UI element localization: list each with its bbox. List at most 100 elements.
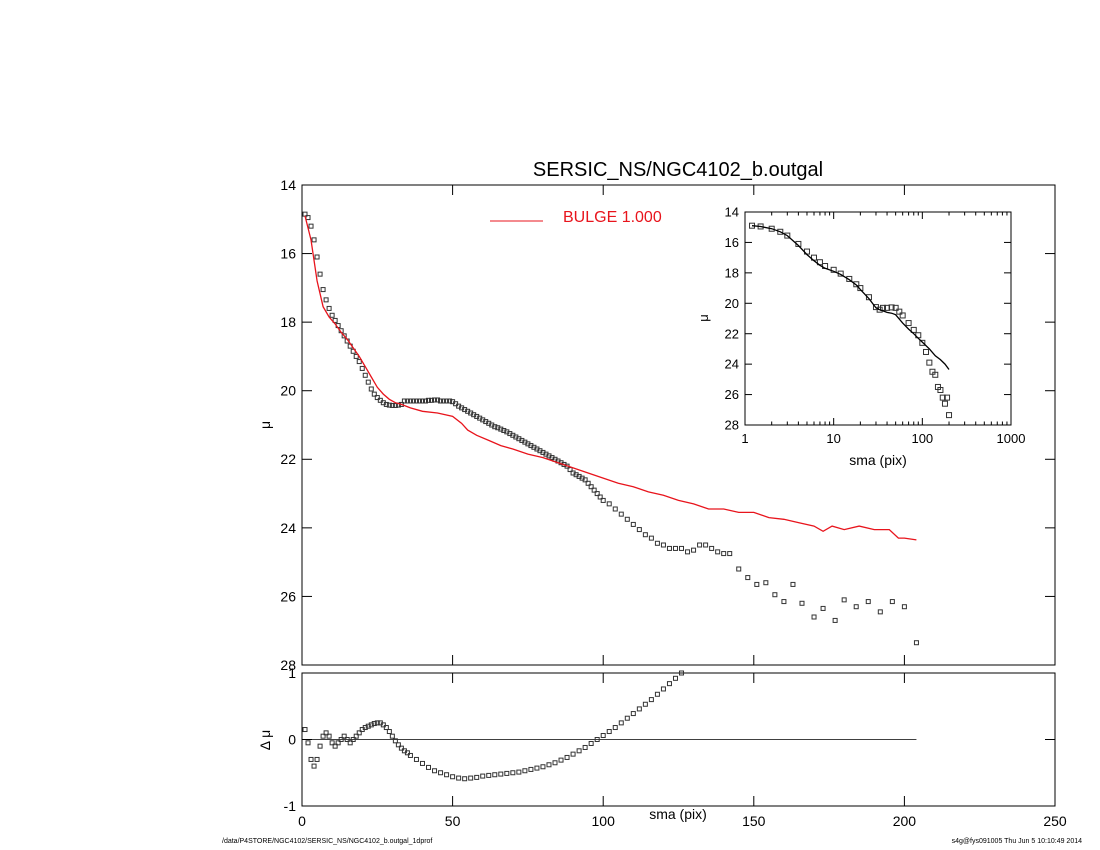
legend-label: BULGE 1.000: [563, 209, 662, 226]
data-point: [932, 371, 939, 378]
data-point: [905, 320, 912, 327]
data-point: [320, 287, 326, 293]
data-point: [660, 542, 666, 548]
y-tick-label: 18: [280, 314, 296, 330]
data-point: [588, 484, 594, 490]
data-point: [594, 491, 600, 497]
data-point: [582, 744, 588, 750]
data-point: [356, 359, 362, 365]
y-tick-label: 14: [280, 177, 296, 193]
data-point: [374, 395, 380, 401]
data-point: [636, 706, 642, 712]
data-point: [877, 609, 883, 615]
data-point: [441, 398, 447, 404]
data-point: [380, 722, 386, 728]
data-point: [426, 764, 432, 770]
data-point: [811, 614, 817, 620]
data-point: [314, 254, 320, 260]
data-point: [308, 756, 314, 762]
data-point: [438, 770, 444, 776]
y-tick-label: 24: [725, 357, 739, 372]
data-point: [901, 604, 907, 610]
data-point: [419, 398, 425, 404]
data-point: [353, 733, 359, 739]
data-point: [368, 386, 374, 392]
data-point: [368, 722, 374, 728]
data-point: [685, 549, 691, 555]
data-point: [772, 592, 778, 598]
data-point: [926, 359, 933, 366]
data-point: [600, 497, 606, 503]
data-point: [323, 297, 329, 303]
data-point: [326, 733, 332, 739]
data-point: [721, 551, 727, 557]
data-point: [832, 617, 838, 623]
data-point: [944, 394, 951, 401]
y-tick-label: 18: [725, 265, 739, 280]
data-point: [432, 768, 438, 774]
data-point: [444, 398, 450, 404]
data-point: [923, 348, 930, 355]
data-point: [576, 748, 582, 754]
data-point: [498, 426, 504, 432]
data-point: [426, 397, 432, 403]
data-point: [709, 545, 715, 551]
inset-y-axis-label: μ: [696, 314, 711, 322]
data-point: [781, 599, 787, 605]
data-point: [371, 721, 377, 727]
data-point: [648, 697, 654, 703]
data-point: [889, 599, 895, 605]
data-point: [332, 743, 338, 749]
data-point: [353, 353, 359, 359]
data-point: [552, 760, 558, 766]
data-point: [736, 566, 742, 572]
data-point: [618, 720, 624, 726]
data-point: [447, 398, 453, 404]
data-point: [654, 540, 660, 546]
x-tick-label: 10: [826, 431, 840, 446]
data-point: [913, 640, 919, 646]
inset-x-axis-label: sma (pix): [849, 452, 907, 468]
data-point: [606, 729, 612, 735]
data-point: [371, 391, 377, 397]
x-tick-label: 200: [893, 813, 917, 829]
data-point: [492, 772, 498, 778]
data-point: [846, 275, 853, 282]
x-tick-label: 1000: [997, 431, 1026, 446]
data-point: [799, 600, 805, 606]
data-point: [624, 516, 630, 522]
data-point: [495, 425, 501, 431]
data-point: [585, 480, 591, 486]
data-point: [422, 398, 428, 404]
data-point: [362, 372, 368, 378]
data-point: [588, 740, 594, 746]
data-point: [395, 742, 401, 748]
data-point: [534, 765, 540, 771]
data-point: [404, 398, 410, 404]
data-point: [419, 760, 425, 766]
y-tick-label: 14: [725, 205, 739, 220]
data-point: [413, 756, 419, 762]
model-profile-line: [751, 225, 950, 370]
inset-plot-frame: [744, 211, 1012, 426]
data-point: [462, 776, 468, 782]
data-point: [899, 312, 906, 319]
data-point: [347, 740, 353, 746]
inset-log-panel: μ sma (pix) 1 10 100 1000 14 16 18 20 22 24 26 28: [696, 205, 1025, 468]
data-point: [356, 730, 362, 736]
x-tick-label: 1: [741, 431, 748, 446]
y-tick-label: 16: [725, 235, 739, 250]
main-series-group: [302, 211, 919, 646]
data-point: [939, 394, 946, 401]
x-tick-label: 50: [445, 813, 461, 829]
x-tick-label: 250: [1043, 813, 1067, 829]
data-point: [365, 379, 371, 385]
data-point: [323, 730, 329, 736]
data-point: [501, 427, 507, 433]
footer-file-path: /data/P4STORE/NGC4102/SERSIC_NS/NGC4102_…: [222, 838, 433, 845]
data-point: [474, 774, 480, 780]
data-point: [365, 723, 371, 729]
data-point: [516, 769, 522, 775]
data-point: [727, 551, 733, 557]
